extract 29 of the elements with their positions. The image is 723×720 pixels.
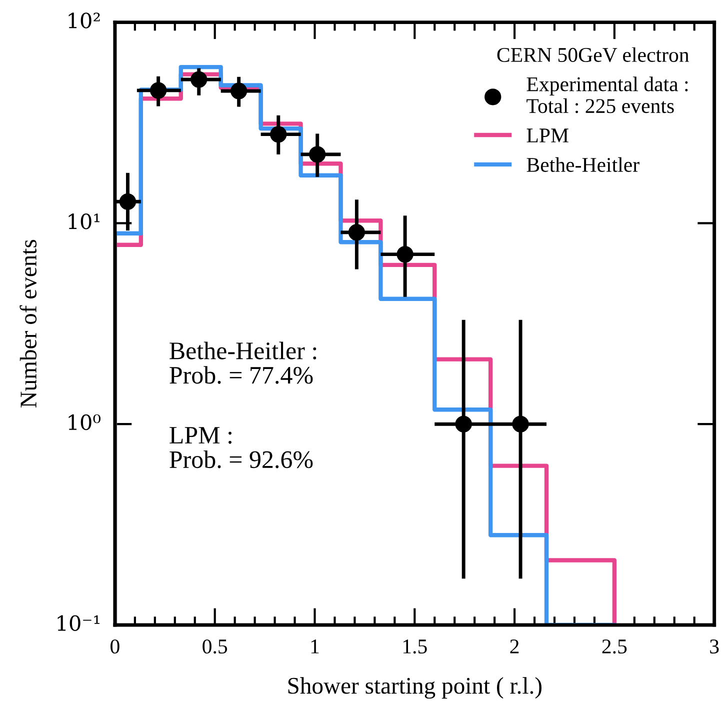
point [348, 224, 366, 241]
point [455, 416, 472, 432]
point [270, 126, 287, 143]
x-tick-label: 1 [311, 640, 319, 654]
point [512, 416, 529, 432]
annotation: Bethe-Heitler : Prob. = 77.4% [170, 342, 316, 384]
x-tick-label: 1.5 [403, 640, 427, 654]
point [190, 71, 208, 88]
y-tick-label: 10⁰ [68, 414, 101, 430]
x-tick-label: 2 [510, 640, 519, 654]
x-tick-label: 2.5 [602, 640, 627, 654]
point [396, 246, 414, 263]
legend-label: Bethe-Heitler [526, 157, 640, 172]
x-axis-title: Shower starting point ( r.l.) [288, 677, 542, 699]
legend-label: Experimental data : Total : 225 events [526, 76, 688, 114]
point [119, 193, 136, 210]
y-axis-title: Number of events [20, 240, 37, 408]
x-tick-label: 3 [710, 640, 719, 654]
point [309, 146, 326, 163]
y-tick-label: 10² [68, 12, 100, 28]
x-tick-label: 0 [110, 639, 120, 654]
y-tick-label: 10¹ [68, 213, 100, 230]
point [230, 82, 248, 100]
y-tick-label: 10⁻¹ [58, 615, 100, 632]
legend-title: CERN 50GeV electron [497, 47, 690, 62]
x-tick-label: 0.5 [202, 639, 228, 654]
legend-label: LPM [526, 128, 568, 142]
point [150, 82, 167, 99]
annotation: LPM : Prob. = 92.6% [170, 427, 313, 468]
